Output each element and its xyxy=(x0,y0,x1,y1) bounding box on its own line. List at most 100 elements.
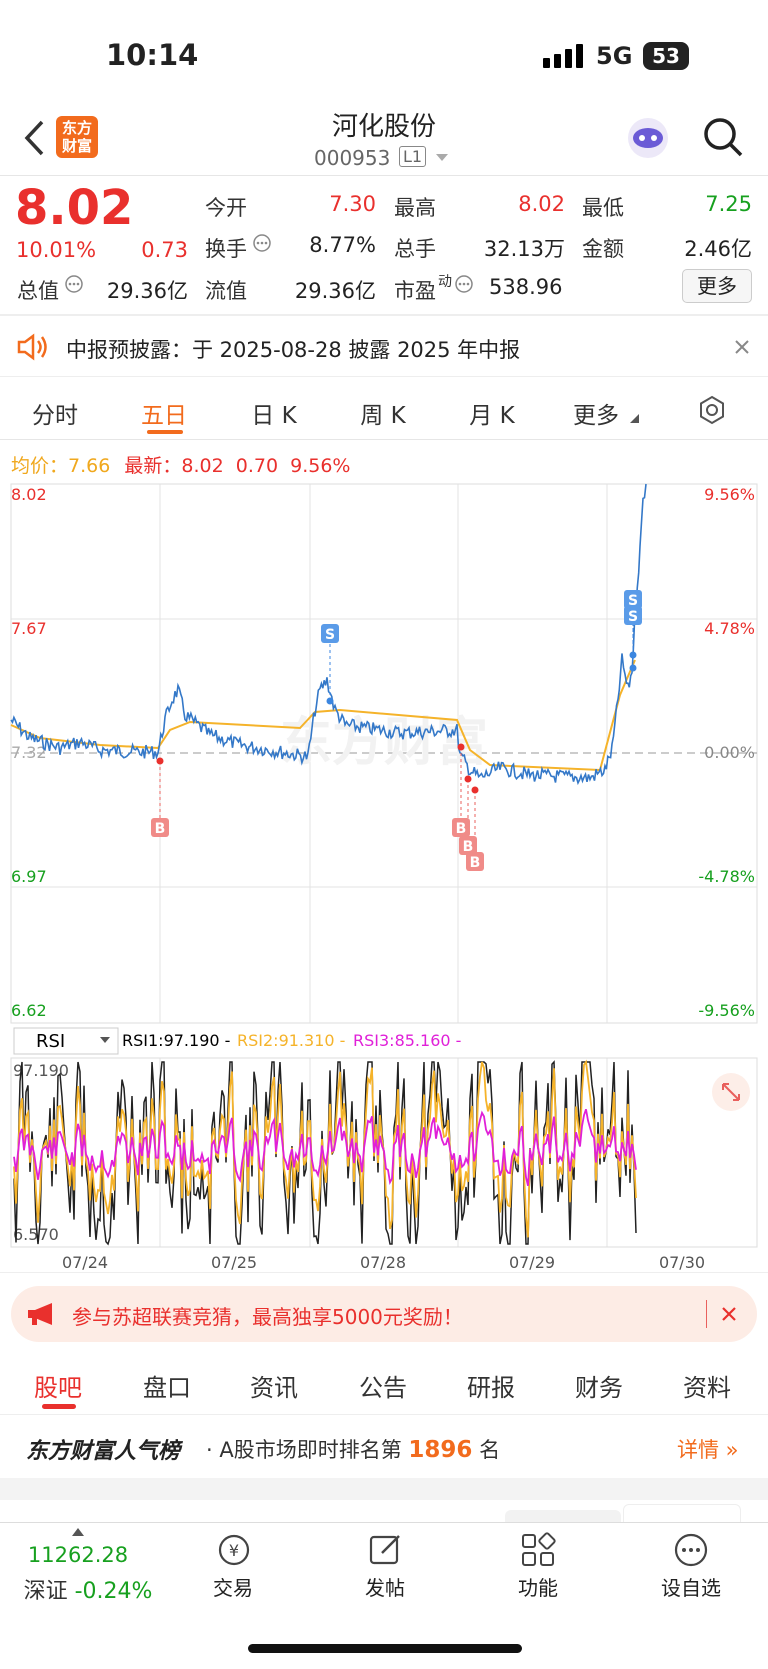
grid xyxy=(11,484,757,1247)
stat-label: 流值 xyxy=(205,279,247,303)
svg-text:B: B xyxy=(155,821,166,837)
gap xyxy=(0,1478,768,1500)
latest-pct: 9.56% xyxy=(290,455,351,477)
index-change: -0.24% xyxy=(74,1579,153,1604)
y-label: 7.67 xyxy=(11,619,47,638)
post-icon[interactable] xyxy=(368,1532,404,1568)
megaphone xyxy=(28,1303,52,1325)
rsi-top: 97.190 xyxy=(13,1061,69,1080)
rank-prefix: · A股市场即时排名第 xyxy=(206,1438,402,1462)
svg-text:S: S xyxy=(628,609,638,625)
speaker-icon xyxy=(17,333,47,361)
stat-label: 金额 xyxy=(582,237,624,261)
tab[interactable]: 公告 xyxy=(359,1374,407,1402)
stat-value: 29.36亿 xyxy=(294,279,376,303)
chart-tab[interactable]: 更多 xyxy=(573,403,619,429)
banner-text[interactable]: 参与苏超联赛竞猜，最高独享5000元奖励！ xyxy=(72,1305,463,1329)
chart-tab[interactable]: 日 K xyxy=(251,403,297,429)
avg-value: 7.66 xyxy=(68,455,111,477)
dropdown xyxy=(100,1037,110,1043)
buy-dot xyxy=(457,743,465,751)
svg-text:S: S xyxy=(325,627,335,643)
up-arrow xyxy=(72,1528,84,1536)
search[interactable] xyxy=(702,116,744,158)
tab[interactable]: 财务 xyxy=(575,1374,623,1402)
rank-brand: 东方财富人气榜 xyxy=(26,1439,181,1464)
index[interactable]: 深证 -0.24% xyxy=(24,1573,153,1605)
stat-label: 总值 xyxy=(17,279,59,303)
buy-tags xyxy=(151,818,484,871)
tab[interactable]: 研报 xyxy=(467,1374,515,1402)
stat-value: 2.46亿 xyxy=(684,237,752,261)
more-button[interactable]: 更多 xyxy=(682,269,752,303)
rank-text: · A股市场即时排名第 1896 名 xyxy=(206,1434,500,1464)
marker-stem xyxy=(329,610,634,701)
info-icon[interactable] xyxy=(64,274,84,294)
nav-item[interactable]: 功能 xyxy=(518,1576,558,1600)
dropdown[interactable] xyxy=(436,154,448,162)
home-indicator xyxy=(248,1644,522,1653)
chart-tab[interactable]: 周 K xyxy=(360,403,406,429)
notice-text[interactable]: 中报预披露：于 2025-08-28 披露 2025 年中报 xyxy=(66,338,521,362)
stat-value: 8.77% xyxy=(309,233,376,257)
robot-avatar[interactable] xyxy=(626,116,670,160)
watermark: 东方财富 xyxy=(280,713,488,773)
stat-label: 市盈 xyxy=(394,279,436,303)
banner[interactable] xyxy=(11,1286,757,1342)
change-pct: 10.01% xyxy=(16,238,97,262)
tab[interactable]: 盘口 xyxy=(143,1374,191,1402)
svg-text:B: B xyxy=(456,821,467,837)
close[interactable] xyxy=(734,339,750,355)
date-label: 07/24 xyxy=(62,1253,108,1272)
settings[interactable] xyxy=(697,395,727,425)
chart-tab-active[interactable]: 五日 xyxy=(141,403,187,429)
rsi1-line xyxy=(13,1060,637,1246)
rsi-selector[interactable] xyxy=(13,1027,119,1055)
watchlist-icon[interactable] xyxy=(673,1532,709,1568)
info-icon[interactable] xyxy=(252,233,272,253)
stat-value: 8.02 xyxy=(518,192,565,216)
back[interactable] xyxy=(22,118,46,158)
stat-value: 538.96 xyxy=(489,275,563,299)
rank-link-text[interactable]: 详情 xyxy=(677,1438,719,1462)
nav-item[interactable]: 交易 xyxy=(213,1576,253,1600)
y-label: 6.62 xyxy=(11,1001,47,1020)
stat-label: 总手 xyxy=(394,237,436,261)
stat-value: 7.30 xyxy=(329,192,376,216)
tab-active[interactable]: 股吧 xyxy=(34,1374,82,1402)
sell-dot xyxy=(629,664,637,672)
network: 5G xyxy=(596,42,633,70)
battery: 53 xyxy=(643,42,689,70)
nav-item[interactable]: 设自选 xyxy=(661,1576,721,1600)
time: 10:14 xyxy=(106,38,199,72)
stock-code: 000953 xyxy=(314,146,391,170)
index-name: 深证 xyxy=(23,1579,68,1604)
tab[interactable]: 资料 xyxy=(683,1374,731,1402)
rank-link[interactable]: 详情 » xyxy=(677,1438,739,1462)
signal xyxy=(543,44,583,68)
stat-value: 29.36亿 xyxy=(106,279,188,303)
tab[interactable]: 资讯 xyxy=(250,1374,298,1402)
buy-dot xyxy=(156,757,164,765)
date-label: 07/29 xyxy=(509,1253,555,1272)
info-icon[interactable] xyxy=(454,274,474,294)
index-value[interactable]: 11262.28 xyxy=(27,1543,129,1567)
chart-tab[interactable]: 分时 xyxy=(32,403,78,429)
divider xyxy=(0,175,768,176)
close[interactable] xyxy=(721,1306,737,1322)
rsi-frame xyxy=(10,1057,758,1248)
latest-change: 0.70 xyxy=(235,455,279,477)
trade-icon[interactable]: ¥ xyxy=(214,1532,254,1568)
y2-label: 4.78% xyxy=(704,619,755,638)
chart-tab[interactable]: 月 K xyxy=(469,403,515,429)
rsi-selector-text[interactable]: RSI xyxy=(36,1031,65,1052)
nav-item[interactable]: 发帖 xyxy=(365,1576,405,1600)
price-line xyxy=(10,483,647,786)
rank-unit: 名 xyxy=(479,1438,501,1462)
stock-name: 河化股份 xyxy=(331,112,437,142)
stat-label: 最高 xyxy=(394,196,436,220)
divider xyxy=(0,314,768,316)
function-icon[interactable] xyxy=(520,1532,556,1568)
